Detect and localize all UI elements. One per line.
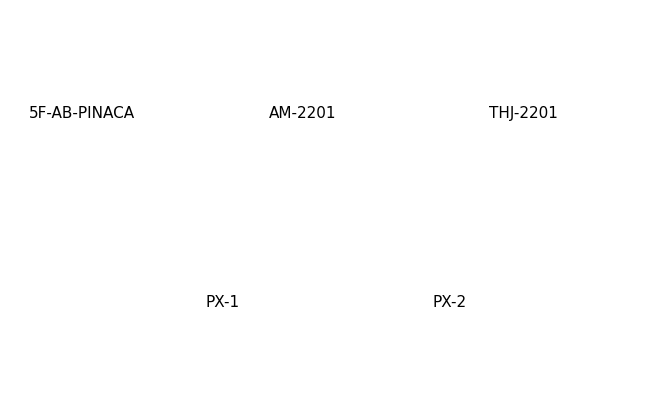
Text: AM-2201: AM-2201 xyxy=(269,106,336,121)
Text: THJ-2201: THJ-2201 xyxy=(489,106,558,121)
Text: PX-2: PX-2 xyxy=(433,295,467,310)
Text: PX-1: PX-1 xyxy=(205,295,239,310)
Text: 5F-AB-PINACA: 5F-AB-PINACA xyxy=(29,106,135,121)
